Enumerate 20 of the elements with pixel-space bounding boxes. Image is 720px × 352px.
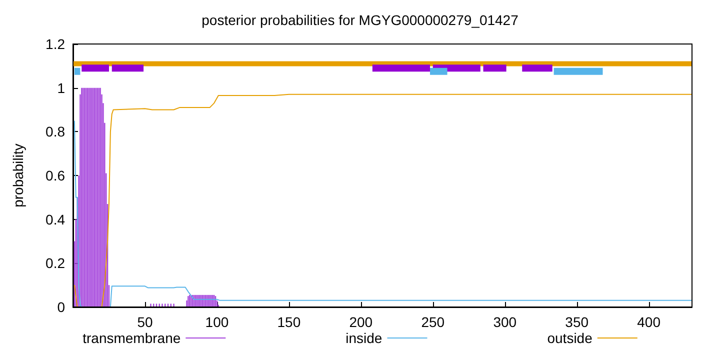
y-axis-title: probability — [10, 144, 26, 208]
chart-title: posterior probabilities for MGYG000000279_01427 — [202, 12, 519, 28]
y-tick-label: 1.2 — [46, 36, 66, 52]
x-tick-label: 100 — [205, 314, 229, 330]
y-tick-label: 0.8 — [46, 124, 66, 140]
x-tick-label: 150 — [277, 314, 301, 330]
x-tick-label: 400 — [637, 314, 661, 330]
x-tick-label: 350 — [565, 314, 589, 330]
y-tick-label: 0 — [57, 299, 66, 315]
y-tick-label: 1 — [57, 80, 66, 96]
y-tick-label: 0.4 — [46, 211, 66, 228]
x-tick-label: 300 — [493, 314, 517, 330]
x-tick-label: 50 — [137, 314, 153, 330]
legend-label: inside — [346, 330, 382, 346]
x-tick-label: 250 — [421, 314, 445, 330]
legend-label: transmembrane — [82, 330, 181, 346]
legend-label: outside — [547, 330, 593, 346]
y-tick-label: 0.6 — [46, 168, 66, 184]
y-tick-label: 0.2 — [46, 255, 66, 272]
x-tick-label: 200 — [349, 314, 373, 330]
